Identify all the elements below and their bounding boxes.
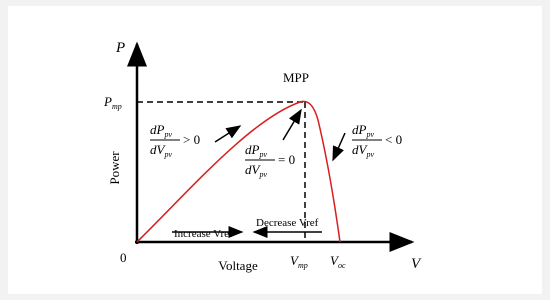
decrease-label: Decrease Vref xyxy=(256,217,319,229)
relation: < 0 xyxy=(385,132,402,147)
num-main: dP xyxy=(352,122,367,137)
numerator: dPpv xyxy=(245,142,267,159)
numerator: dPpv xyxy=(150,122,172,139)
denominator: dVpv xyxy=(150,142,172,159)
voc-sub: oc xyxy=(338,261,346,270)
panel xyxy=(8,6,542,294)
numerator: dPpv xyxy=(352,122,374,139)
denominator: dVpv xyxy=(352,142,374,159)
pmp-label: Pmp xyxy=(103,94,122,111)
num-sub: pv xyxy=(258,150,267,159)
pv-curve xyxy=(136,100,341,243)
num-main: dP xyxy=(150,122,165,137)
num-sub: pv xyxy=(163,130,172,139)
mpp-label: MPP xyxy=(283,70,309,85)
slope-arrow xyxy=(332,132,346,162)
num-main: dP xyxy=(245,142,260,157)
x-symbol: V xyxy=(411,256,422,272)
vmp-label: Vmp xyxy=(290,253,308,270)
pmp-sub: mp xyxy=(112,102,122,111)
pmp-main: P xyxy=(103,94,112,109)
den-main: dV xyxy=(245,162,262,177)
increase-label: Increase Vref xyxy=(174,228,233,240)
vmp-main: V xyxy=(290,253,300,268)
x-label: Voltage xyxy=(218,258,258,273)
y-label: Power xyxy=(107,151,122,185)
slope-arrow xyxy=(282,108,302,141)
den-sub: pv xyxy=(365,150,374,159)
voc-main: V xyxy=(330,253,340,268)
relation: = 0 xyxy=(278,152,295,167)
origin: 0 xyxy=(120,250,127,265)
relation: > 0 xyxy=(183,132,200,147)
y-symbol: P xyxy=(115,40,125,56)
den-sub: pv xyxy=(163,150,172,159)
num-sub: pv xyxy=(365,130,374,139)
voc-label: Voc xyxy=(330,253,346,270)
vmp-sub: mp xyxy=(298,261,308,270)
denominator: dVpv xyxy=(245,162,267,179)
den-main: dV xyxy=(150,142,167,157)
den-sub: pv xyxy=(258,170,267,179)
slope-arrow xyxy=(214,125,242,143)
den-main: dV xyxy=(352,142,369,157)
